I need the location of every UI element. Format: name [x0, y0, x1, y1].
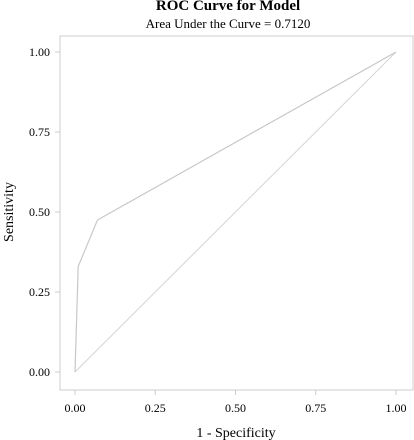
- reference-line: [74, 51, 397, 373]
- plot-frame: [59, 35, 414, 391]
- x-tick-label: 0.50: [225, 401, 246, 415]
- x-axis-label: 1 - Specificity: [196, 426, 275, 440]
- x-tick-label: 0.25: [145, 401, 166, 415]
- y-tick-label: 0.25: [29, 285, 50, 299]
- roc-curve-line: [74, 51, 397, 373]
- y-axis: 0.00 0.25 0.50 0.75 1.00: [29, 45, 60, 379]
- chart-subtitle: Area Under the Curve = 0.7120: [146, 16, 311, 31]
- y-tick-label: 0.00: [29, 365, 50, 379]
- y-tick-label: 0.75: [29, 125, 50, 139]
- y-tick-label: 1.00: [29, 45, 50, 59]
- y-axis-label: Sensitivity: [2, 182, 17, 242]
- x-tick-label: 0.00: [65, 401, 86, 415]
- y-tick-label: 0.50: [29, 205, 50, 219]
- x-axis: 0.00 0.25 0.50 0.75 1.00: [65, 390, 407, 415]
- x-tick-label: 1.00: [386, 401, 407, 415]
- chart-title: ROC Curve for Model: [156, 0, 300, 14]
- series-layer: [74, 51, 397, 373]
- x-tick-label: 0.75: [305, 401, 326, 415]
